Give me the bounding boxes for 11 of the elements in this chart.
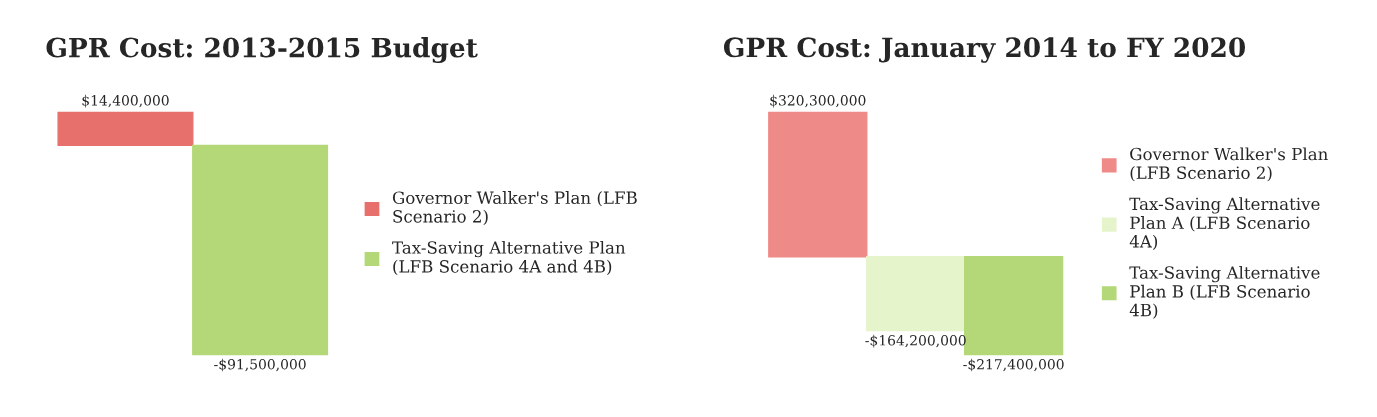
chart-title: GPR Cost: 2013-2015 Budget: [46, 37, 478, 63]
data-label: $14,400,000: [82, 94, 169, 108]
data-label: -$217,400,000: [963, 358, 1064, 372]
data-label: $320,300,000: [770, 94, 866, 108]
legend-label: Tax-Saving Alternative Plan B (LFB Scenario 4B): [1129, 265, 1320, 319]
chart-title: GPR Cost: January 2014 to FY 2020: [723, 37, 1245, 63]
legend-label: Tax-Saving Alternative Plan A (LFB Scenario 4A): [1129, 197, 1320, 251]
legend-label: Tax-Saving Alternative Plan (LFB Scenario 4A and 4B): [392, 240, 626, 276]
data-label: -$91,500,000: [214, 358, 306, 372]
legend-label: Governor Walker's Plan (LFB Scenario 2): [392, 191, 637, 226]
legend-label: Governor Walker's Plan (LFB Scenario 2): [1130, 147, 1328, 182]
